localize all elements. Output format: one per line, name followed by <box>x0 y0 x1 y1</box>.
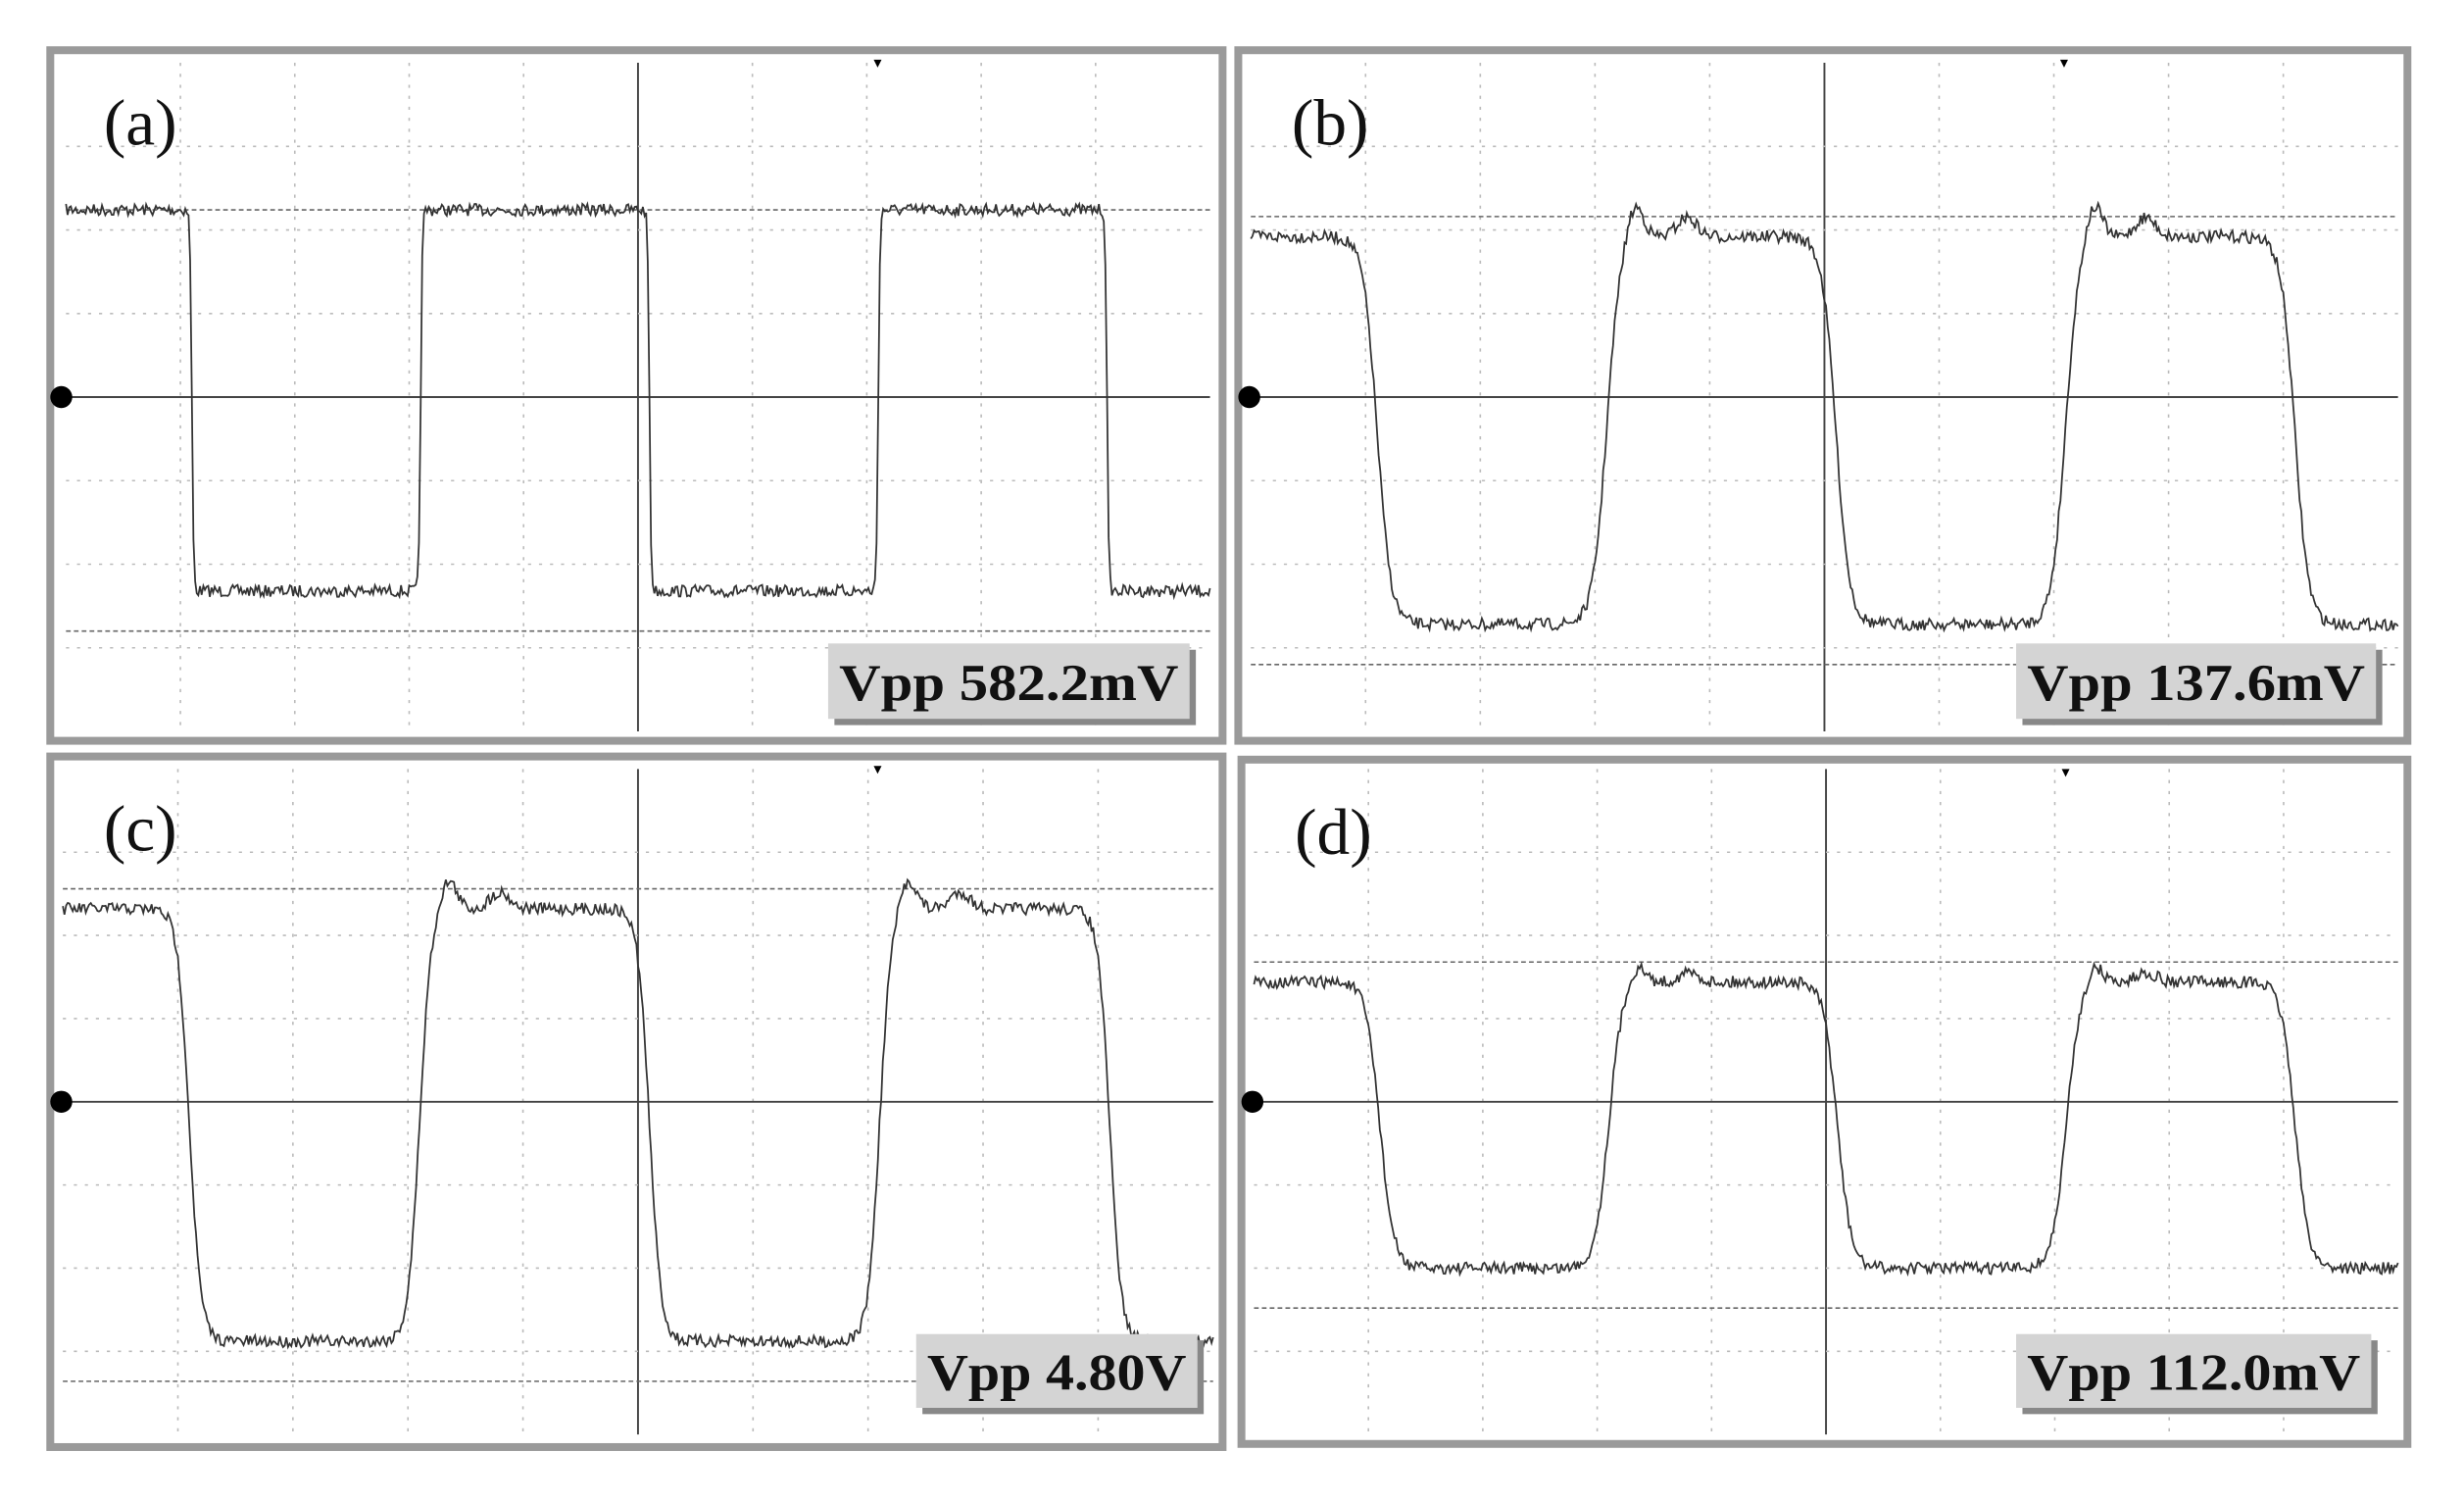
measurement-box <box>2016 1333 2372 1408</box>
waveform <box>65 201 1211 601</box>
panel-label: (c) <box>104 792 177 866</box>
trigger-marker <box>873 59 882 68</box>
trigger-marker <box>873 766 882 775</box>
scope-panel: (a) Vpp 582.2mV <box>46 46 1227 745</box>
scope-panel: (c) Vpp 4.80V <box>46 752 1227 1451</box>
ground-marker <box>50 1090 73 1113</box>
scope-panel: (d) Vpp 112.0mV <box>1237 755 2412 1448</box>
measurement-text: Vpp 4.80V <box>927 1345 1187 1402</box>
trigger-marker <box>2059 59 2068 68</box>
measurement-box <box>827 643 1190 720</box>
waveform <box>1253 961 2399 1277</box>
trigger-marker <box>2061 769 2070 777</box>
panel-label: (b) <box>1292 85 1368 159</box>
panel-label: (d) <box>1295 795 1371 869</box>
panel-frame <box>46 46 1227 745</box>
measurement-text: Vpp 582.2mV <box>839 655 1178 712</box>
panel-label: (a) <box>104 85 177 159</box>
ground-marker <box>50 385 73 409</box>
waveform <box>1250 200 2399 633</box>
measurement-text: Vpp 112.0mV <box>2027 1345 2360 1402</box>
measurement-text: Vpp 137.6mV <box>2027 655 2365 712</box>
scope-panel: (b) Vpp 137.6mV <box>1234 46 2412 745</box>
measurement-box <box>2016 643 2377 720</box>
ground-marker <box>1241 1090 1264 1113</box>
measurement-box <box>915 1333 1198 1408</box>
panel-frame <box>1234 46 2412 745</box>
ground-marker <box>1238 385 1260 409</box>
waveform <box>62 877 1214 1350</box>
